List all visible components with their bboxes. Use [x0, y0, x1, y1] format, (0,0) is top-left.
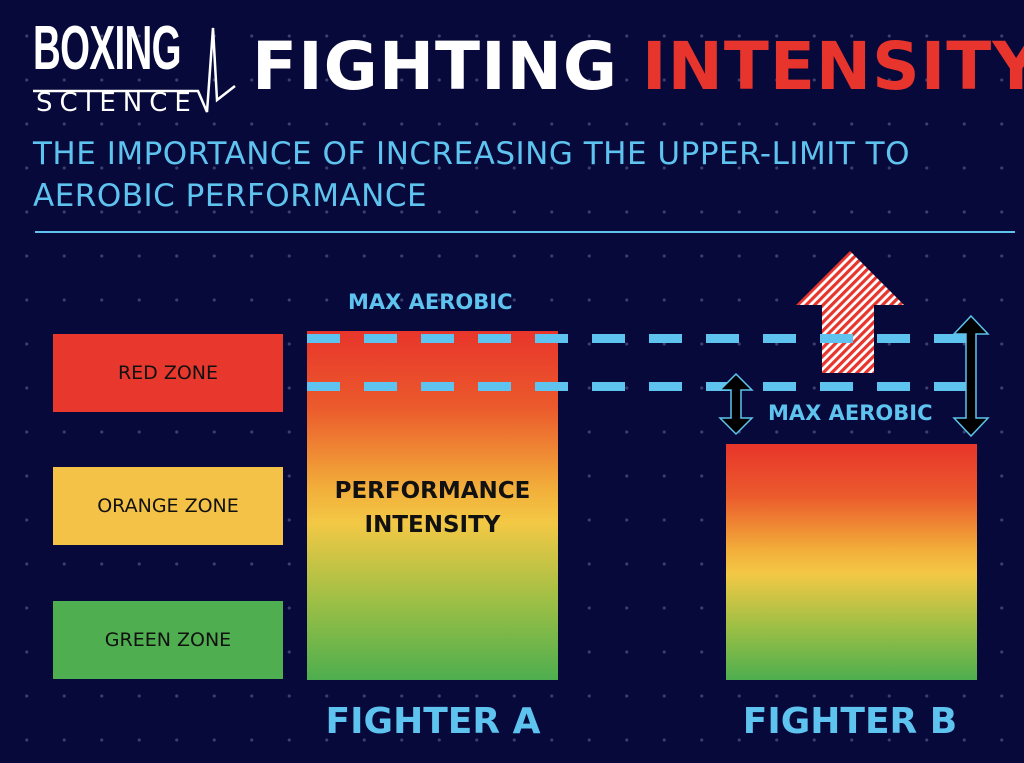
- large-double-arrow-icon: [952, 314, 990, 438]
- title-intensity: INTENSITY: [642, 28, 1024, 105]
- divider: [35, 231, 1015, 233]
- fighter-a-label: FIGHTER A: [325, 701, 541, 742]
- small-double-arrow-icon: [718, 372, 754, 436]
- page-title: FIGHTING INTENSITY: [252, 34, 1024, 100]
- max-aerobic-line-b: [307, 382, 975, 391]
- performance-intensity-label: PERFORMANCE INTENSITY: [334, 478, 531, 538]
- subtitle: THE IMPORTANCE OF INCREASING THE UPPER-L…: [33, 136, 910, 214]
- logo-boxing: BOXING: [33, 14, 182, 83]
- fighter-b-label: FIGHTER B: [742, 701, 958, 742]
- increase-arrow-icon: [796, 251, 904, 373]
- heartbeat-icon: [33, 27, 236, 113]
- max-aerobic-line-a: [307, 334, 975, 343]
- logo-science: SCIENCE: [36, 88, 198, 118]
- zone-red: RED ZONE: [53, 334, 283, 412]
- zone-green: GREEN ZONE: [53, 601, 283, 679]
- title-fighting: FIGHTING: [252, 28, 619, 105]
- zone-orange: ORANGE ZONE: [53, 467, 283, 545]
- fighter-b-max-aerobic-label: MAX AEROBIC: [768, 401, 933, 425]
- fighter-a-max-aerobic-label: MAX AEROBIC: [348, 290, 513, 314]
- fighter-b-bar: [726, 444, 977, 680]
